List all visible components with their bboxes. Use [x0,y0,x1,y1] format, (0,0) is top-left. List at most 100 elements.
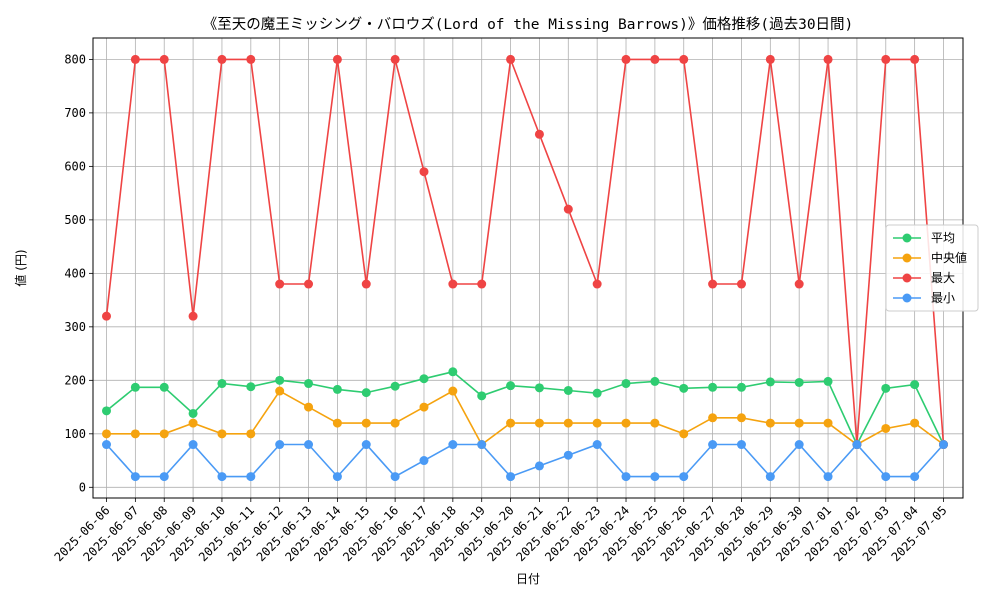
data-point [159,429,169,439]
data-point [448,440,458,450]
legend-marker [902,233,912,243]
data-point [246,54,256,64]
data-point [246,429,256,439]
data-point [534,129,544,139]
legend-label: 中央値 [931,250,967,265]
y-axis-label: 値 (円) [13,249,28,286]
data-point [102,311,111,321]
data-point [852,440,862,450]
data-point [130,429,140,439]
data-point [361,388,371,398]
data-point [448,279,458,289]
data-point [592,279,602,289]
data-point [102,440,111,450]
data-point [506,418,516,428]
data-point [275,279,285,289]
data-point [534,418,544,428]
data-point [188,440,198,450]
y-tick-label: 300 [64,320,86,334]
data-point [708,440,718,450]
data-point [650,418,660,428]
data-point [621,418,631,428]
legend-label: 平均 [931,231,955,245]
data-point [736,440,746,450]
data-point [736,382,746,392]
data-point [563,450,573,460]
y-tick-label: 800 [64,52,86,66]
data-point [304,402,314,412]
legend-marker [902,273,912,283]
series-line [106,389,944,446]
data-point [390,381,400,391]
series-3 [102,440,948,482]
y-tick-label: 400 [64,266,86,280]
series-line [105,58,945,445]
data-point [910,418,920,428]
data-point [217,472,227,482]
data-point [419,402,429,412]
data-point [275,375,285,385]
data-point [650,54,660,64]
data-point [130,54,140,64]
data-point [390,54,400,64]
data-point [332,54,342,64]
data-point [708,382,718,392]
data-point [188,408,198,418]
data-point [881,383,891,393]
series-line [105,443,945,478]
data-point [679,429,689,439]
chart-title: 《至天の魔王ミッシング・バロウズ(Lord of the Missing Bar… [203,16,854,33]
series-0 [102,367,948,450]
y-axis-ticks: 0 100 200 300 400 500 600 700 800 [64,52,93,494]
data-point [275,386,285,396]
data-point [159,472,169,482]
data-point [823,418,833,428]
data-point [477,440,487,450]
data-point [332,384,342,394]
data-point [765,54,775,64]
data-point [563,204,573,214]
data-point [765,418,775,428]
data-point [823,472,833,482]
data-point [448,386,458,396]
data-point [246,382,256,392]
data-point [217,429,227,439]
data-point [592,440,602,450]
data-point [419,167,429,177]
data-point [794,440,804,450]
y-tick-label: 100 [64,427,86,441]
legend-box [885,224,979,312]
data-point [304,440,314,450]
y-tick-label: 700 [64,106,86,120]
data-point [506,54,516,64]
data-point [881,54,891,64]
data-point [188,418,198,428]
data-point [304,279,314,289]
data-point [159,382,169,392]
data-point [794,279,804,289]
data-point [823,54,833,64]
data-point [534,461,544,471]
data-point [910,472,920,482]
data-point [679,472,689,482]
data-point [419,456,429,466]
legend-marker [902,253,912,263]
data-point [506,381,516,391]
data-point [477,279,487,289]
series-group [102,54,948,482]
y-tick-label: 600 [64,159,86,173]
data-point [304,379,314,389]
x-axis-label: 日付 [516,572,540,586]
data-point [477,391,487,401]
data-point [736,279,746,289]
legend-label: 最大 [931,271,955,285]
data-point [881,423,891,433]
data-point [765,472,775,482]
data-point [592,418,602,428]
data-point [130,382,140,392]
data-point [823,376,833,386]
data-point [736,413,746,423]
data-point [217,379,227,389]
